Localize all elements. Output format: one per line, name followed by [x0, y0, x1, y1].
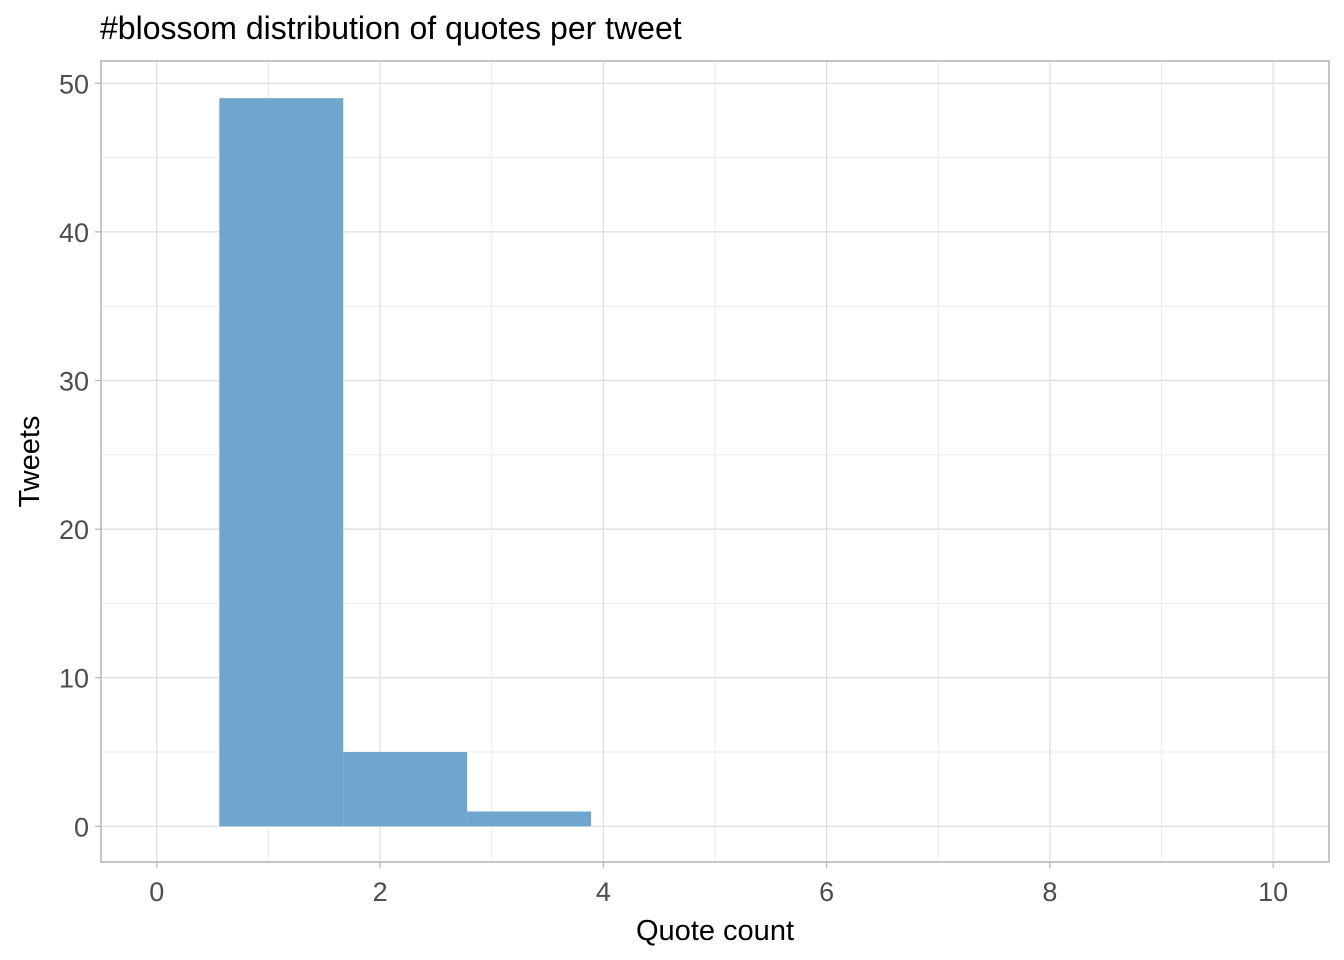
x-axis-title: Quote count — [636, 915, 794, 947]
y-axis-title: Tweets — [14, 416, 46, 508]
x-axis-ticks: 0 2 4 6 8 10 — [149, 862, 1288, 907]
y-axis-ticks: 0 10 20 30 40 50 — [59, 69, 101, 842]
y-tick-label: 20 — [59, 515, 89, 545]
plot-panel-border — [100, 60, 1330, 863]
y-tick-label: 50 — [59, 69, 89, 99]
y-tick-label: 0 — [74, 812, 89, 842]
chart-title: #blossom distribution of quotes per twee… — [100, 10, 682, 46]
x-tick-label: 8 — [1042, 877, 1057, 907]
y-tick-label: 10 — [59, 664, 89, 694]
histogram-bars — [219, 98, 592, 827]
histogram-bar — [343, 752, 468, 827]
x-tick-label: 2 — [373, 877, 388, 907]
y-tick-label: 30 — [59, 367, 89, 397]
x-tick-label: 6 — [819, 877, 834, 907]
y-tick-label: 40 — [59, 218, 89, 248]
x-tick-label: 10 — [1258, 877, 1288, 907]
histogram-bar — [467, 811, 592, 827]
x-tick-label: 4 — [596, 877, 611, 907]
histogram-bar — [219, 98, 344, 827]
x-tick-label: 0 — [149, 877, 164, 907]
